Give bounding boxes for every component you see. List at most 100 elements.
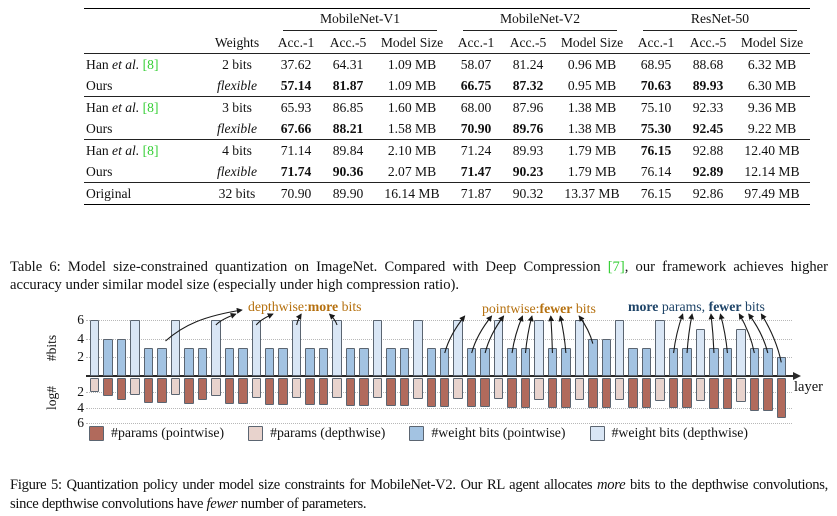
bits-bar-pointwise xyxy=(776,357,787,376)
table-group-header-row: MobileNet-V1 MobileNet-V2 ResNet-50 xyxy=(84,9,810,33)
text-span: 76.14 xyxy=(640,163,672,179)
table-row: Han et al. [8] 2 bits 37.62 64.31 1.09 MB 58.… xyxy=(84,54,810,76)
method-cell: Ours xyxy=(84,75,204,97)
table-row: Original 32 bits 70.90 89.90 16.14 MB 71.87 90… xyxy=(84,182,810,205)
table-cell: 1.38 MB xyxy=(554,96,630,118)
bits-bar-pointwise xyxy=(426,348,437,376)
text-span: 71.74 xyxy=(280,163,312,179)
group-header: MobileNet-V1 xyxy=(283,10,437,31)
bits-bar-pointwise xyxy=(480,348,490,376)
table-cell: Acc.-1 xyxy=(450,32,502,54)
table-cell: 2.10 MB xyxy=(374,139,450,161)
params-bar-pointwise xyxy=(588,377,598,409)
citation-ref: [8] xyxy=(142,99,159,115)
table-row: Ours flexible 71.74 90.36 2.07 MB 71.47 90.23 1… xyxy=(84,161,810,183)
text-span: 16.14 MB xyxy=(384,185,440,201)
weights-cell: 32 bits xyxy=(204,182,270,205)
table-header-row: Weights Acc.-1 Acc.-5 Model Size Acc.-1 Acc.-… xyxy=(84,32,810,54)
table-cell: 37.62 xyxy=(270,54,322,76)
table-row: Han et al. [8] 4 bits 71.14 89.84 2.10 MB 71.… xyxy=(84,139,810,161)
text-span: 87.32 xyxy=(512,77,544,93)
gridline xyxy=(86,423,792,424)
table-cell: 92.89 xyxy=(682,161,734,183)
text-span: 66.75 xyxy=(460,77,492,93)
table-cell: 6.32 MB xyxy=(734,54,810,76)
table-cell: 9.36 MB xyxy=(734,96,810,118)
bits-bar-depthwise xyxy=(655,320,665,376)
table-cell: 92.33 xyxy=(682,96,734,118)
text-span: 88.68 xyxy=(692,56,724,72)
text-span: 92.33 xyxy=(692,99,724,115)
text-span: Han xyxy=(86,56,113,72)
text-span: 70.63 xyxy=(640,77,672,93)
params-bar-depthwise xyxy=(493,377,504,400)
x-axis-label: layer xyxy=(794,379,823,395)
params-bar-pointwise xyxy=(722,377,733,410)
table-cell: 12.14 MB xyxy=(734,161,810,183)
table-cell: 76.15 xyxy=(630,182,682,205)
table-cell: 71.87 xyxy=(450,182,502,205)
group-header: MobileNet-V2 xyxy=(463,10,617,31)
text-span: 92.88 xyxy=(692,142,724,158)
table-cell: 67.66 xyxy=(270,118,322,140)
text-span: 12.14 MB xyxy=(744,163,800,179)
bits-bar-pointwise xyxy=(157,348,167,376)
table-cell: ResNet-50 xyxy=(630,9,810,33)
table-cell: 71.14 xyxy=(270,139,322,161)
table-cell: 0.95 MB xyxy=(554,75,630,97)
text-span: more xyxy=(628,299,659,314)
params-bar-pointwise xyxy=(116,377,127,401)
text-span: 65.93 xyxy=(280,99,312,115)
y-axis-label-bits: #bits xyxy=(44,334,59,362)
table-cell: Model Size xyxy=(554,32,630,54)
bits-bar-depthwise xyxy=(413,320,423,376)
x-axis-arrowhead-icon xyxy=(793,372,801,380)
params-bar-pointwise xyxy=(480,377,490,407)
method-cell: Ours xyxy=(84,161,204,183)
params-bar-pointwise xyxy=(776,377,787,418)
text-span: 64.31 xyxy=(332,56,364,72)
text-span: 75.10 xyxy=(640,99,672,115)
params-bar-pointwise xyxy=(507,377,517,408)
params-bar-pointwise xyxy=(641,377,652,409)
text-span: pointwise: xyxy=(482,301,540,316)
bits-bar-depthwise xyxy=(89,320,100,376)
text-span: Table 6: Model size-constrained quantiza… xyxy=(10,258,608,275)
table-cell: 65.93 xyxy=(270,96,322,118)
bits-bar-depthwise xyxy=(211,320,221,376)
bits-bar-pointwise xyxy=(466,348,477,376)
text-span: bits xyxy=(338,299,362,314)
params-bar-pointwise xyxy=(561,377,571,408)
table-cell: 76.15 xyxy=(630,139,682,161)
bits-bar-pointwise xyxy=(588,338,598,376)
table-cell: 71.47 xyxy=(450,161,502,183)
params-bar-pointwise xyxy=(278,377,288,405)
table-cell: 1.60 MB xyxy=(374,96,450,118)
table-cell: 89.76 xyxy=(502,118,554,140)
text-span: Ours xyxy=(86,120,113,136)
text-span: 76.15 xyxy=(640,185,672,201)
citation-ref: [7] xyxy=(607,258,625,275)
table-cell: 88.68 xyxy=(682,54,734,76)
bits-bar-pointwise xyxy=(682,348,692,376)
y-axis-label-logparams: log# xyxy=(44,386,59,411)
text-span: 6.32 MB xyxy=(747,56,797,72)
bits-bar-pointwise xyxy=(641,348,652,376)
table-cell xyxy=(84,9,270,33)
annotation-pointwise-fewer-bits: pointwise:fewer bits xyxy=(482,301,596,317)
weights-cell: flexible xyxy=(204,118,270,140)
y-tick-label: 6 xyxy=(77,415,84,430)
bits-bar-pointwise xyxy=(197,348,208,376)
text-span: more xyxy=(307,299,339,314)
text-span: 71.87 xyxy=(460,185,492,201)
bits-bar-pointwise xyxy=(264,348,275,376)
table-cell: 1.58 MB xyxy=(374,118,450,140)
group-header: ResNet-50 xyxy=(643,10,797,31)
bits-bar-depthwise xyxy=(130,320,140,376)
table-cell: 81.87 xyxy=(322,75,374,97)
table-cell: 71.74 xyxy=(270,161,322,183)
text-span: 12.40 MB xyxy=(744,142,800,158)
table-cell: 92.86 xyxy=(682,182,734,205)
text-span: number of parameters. xyxy=(237,495,367,512)
text-span: Figure 5: Quantization policy under mode… xyxy=(10,476,598,493)
